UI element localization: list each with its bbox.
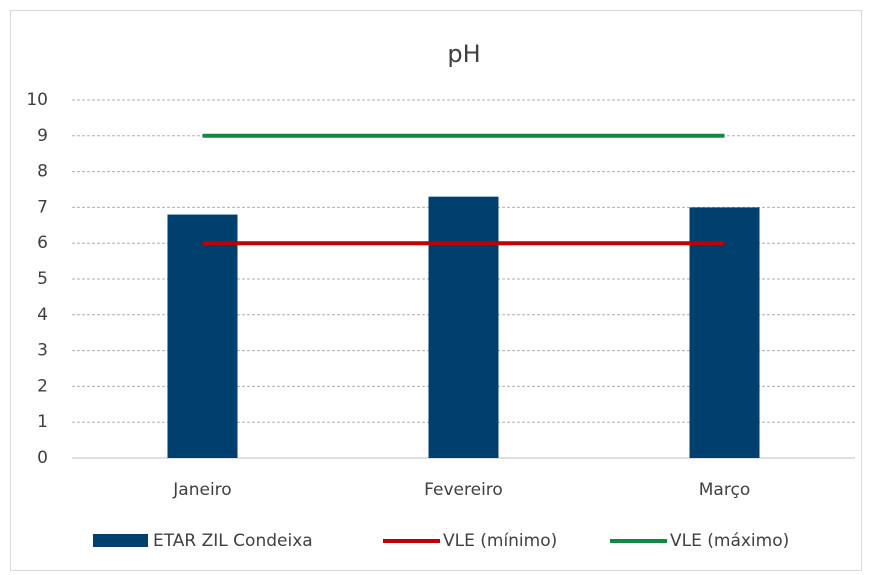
bar [689,207,760,458]
y-tick-label: 10 [26,90,48,110]
y-tick-label: 7 [37,197,48,217]
legend-label: VLE (mínimo) [443,531,557,551]
y-tick-label: 2 [37,376,48,396]
y-tick-label: 1 [37,412,48,432]
y-tick-label: 6 [37,233,48,253]
y-tick-label: 9 [37,126,48,146]
bar [167,214,238,458]
x-tick-label: Março [699,480,750,500]
x-tick-label: Fevereiro [424,480,503,500]
y-tick-label: 8 [37,162,48,182]
y-tick-label: 5 [37,269,48,289]
legend-label: ETAR ZIL Condeixa [153,531,313,551]
legend-swatch [93,534,148,547]
bar [428,196,499,458]
y-tick-label: 4 [37,305,48,325]
y-tick-label: 3 [37,341,48,361]
chart-title: pH [447,40,480,68]
legend-label: VLE (máximo) [670,531,789,551]
x-tick-label: Janeiro [172,480,231,500]
y-tick-label: 0 [37,448,48,468]
